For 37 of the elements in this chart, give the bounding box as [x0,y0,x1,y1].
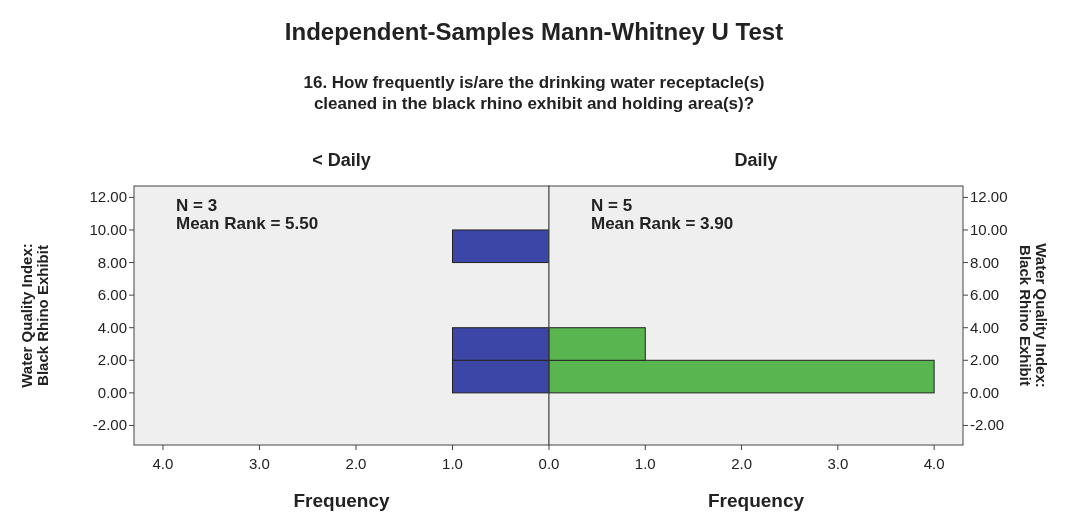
y-tick-label: 12.00 [89,188,127,206]
y-tick-label: 12.00 [970,188,1008,206]
y-tick-label: 10.00 [970,220,1008,238]
x-tick-label: 3.0 [249,455,270,472]
y-tick-label: 6.00 [970,286,1000,304]
x-tick-label: 2.0 [731,455,752,472]
annotation: Mean Rank = 3.90 [591,214,734,233]
x-axis-title: Frequency [293,490,390,511]
y-tick-label: 0.00 [970,383,1000,401]
x-tick-label: 1.0 [634,455,656,472]
chart-title: Independent-Samples Mann-Whitney U Test [284,18,784,45]
text: < Daily [312,150,371,170]
x-tick-label: 3.0 [827,455,849,472]
x-tick-label: 4.0 [923,455,945,472]
y-tick-label: -2.00 [92,416,127,434]
x-axis-title: Frequency [707,490,805,511]
y-axis-title: Water Quality Index: Black Rhino Exhibit [1017,243,1050,388]
y-tick-label: 0.00 [97,383,127,401]
y-tick-label: 4.00 [97,318,127,336]
x-tick-label: 1.0 [442,455,463,472]
text: Daily [734,150,778,170]
y-tick-label: -2.00 [970,416,1005,434]
y-tick-label: 8.00 [970,253,1000,271]
annotation: N = 3 [176,196,218,215]
y-tick-label: 10.00 [89,220,127,238]
y-tick-label: 8.00 [97,253,127,271]
annotation: N = 5 [591,196,633,215]
chart-subtitle: 16. How frequently is/are the drinking water receptacle(s) cleaned in the black rhino exhibit and holding area(s)? [303,73,765,113]
y-tick-label: 4.00 [970,318,1000,336]
y-tick-label: 2.00 [970,351,1000,369]
x-tick-label: 4.0 [152,455,174,472]
y-tick-label: 6.00 [97,286,127,304]
annotation: Mean Rank = 5.50 [176,214,319,233]
x-tick-label: 0.0 [538,455,560,472]
y-axis-title: Water Quality Index: Black Rhino Exhibit [18,243,51,388]
y-tick-label: 2.00 [97,351,127,369]
x-tick-label: 2.0 [345,455,367,472]
